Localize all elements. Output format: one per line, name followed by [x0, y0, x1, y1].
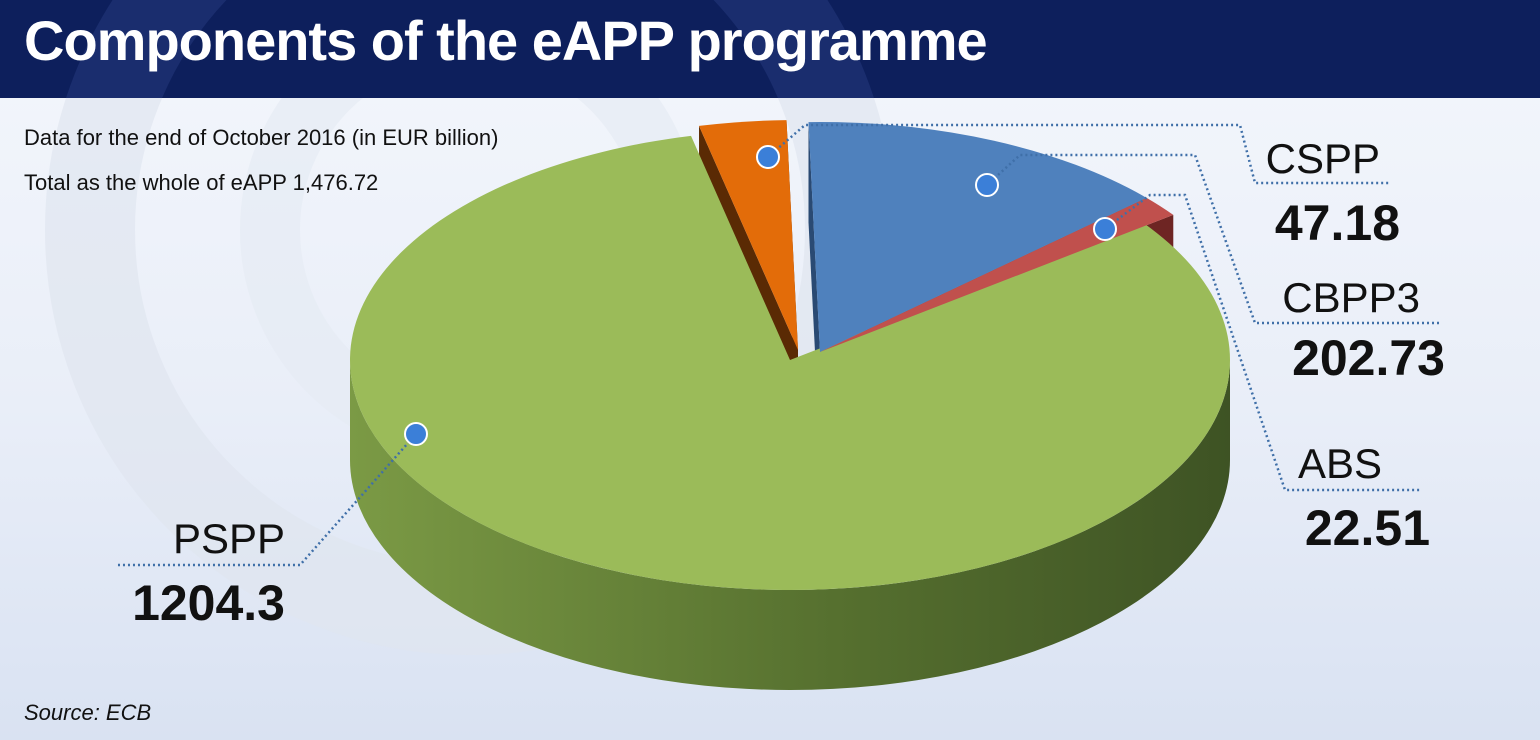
- marker-cspp: [756, 145, 780, 169]
- slice-pspp: [349, 135, 1230, 590]
- label-name-pspp: PSPP: [173, 515, 285, 562]
- subtitle-date: Data for the end of October 2016 (in EUR…: [24, 125, 499, 150]
- label-value-cspp: 47.18: [1275, 195, 1400, 251]
- slice-abs: [820, 197, 1174, 352]
- label-value-cbpp3: 202.73: [1292, 330, 1445, 386]
- page-title: Components of the eAPP programme: [24, 9, 988, 72]
- slice-side-pspp: [350, 360, 1230, 690]
- label-name-cbpp3: CBPP3: [1282, 274, 1420, 321]
- marker-pspp: [404, 422, 428, 446]
- label-name-cspp: CSPP: [1266, 135, 1380, 182]
- source-note: Source: ECB: [24, 700, 152, 725]
- slice-cspp: [699, 120, 798, 350]
- marker-abs: [1093, 217, 1117, 241]
- label-value-abs: 22.51: [1305, 500, 1430, 556]
- marker-cbpp3: [975, 173, 999, 197]
- leader-line-abs: [1104, 193, 1420, 492]
- slice-cbpp3: [808, 122, 1147, 352]
- subtitle-total: Total as the whole of eAPP 1,476.72: [24, 170, 379, 195]
- header-bar: Components of the eAPP programme: [0, 0, 1540, 98]
- label-value-pspp: 1204.3: [132, 575, 285, 631]
- label-name-abs: ABS: [1298, 440, 1382, 487]
